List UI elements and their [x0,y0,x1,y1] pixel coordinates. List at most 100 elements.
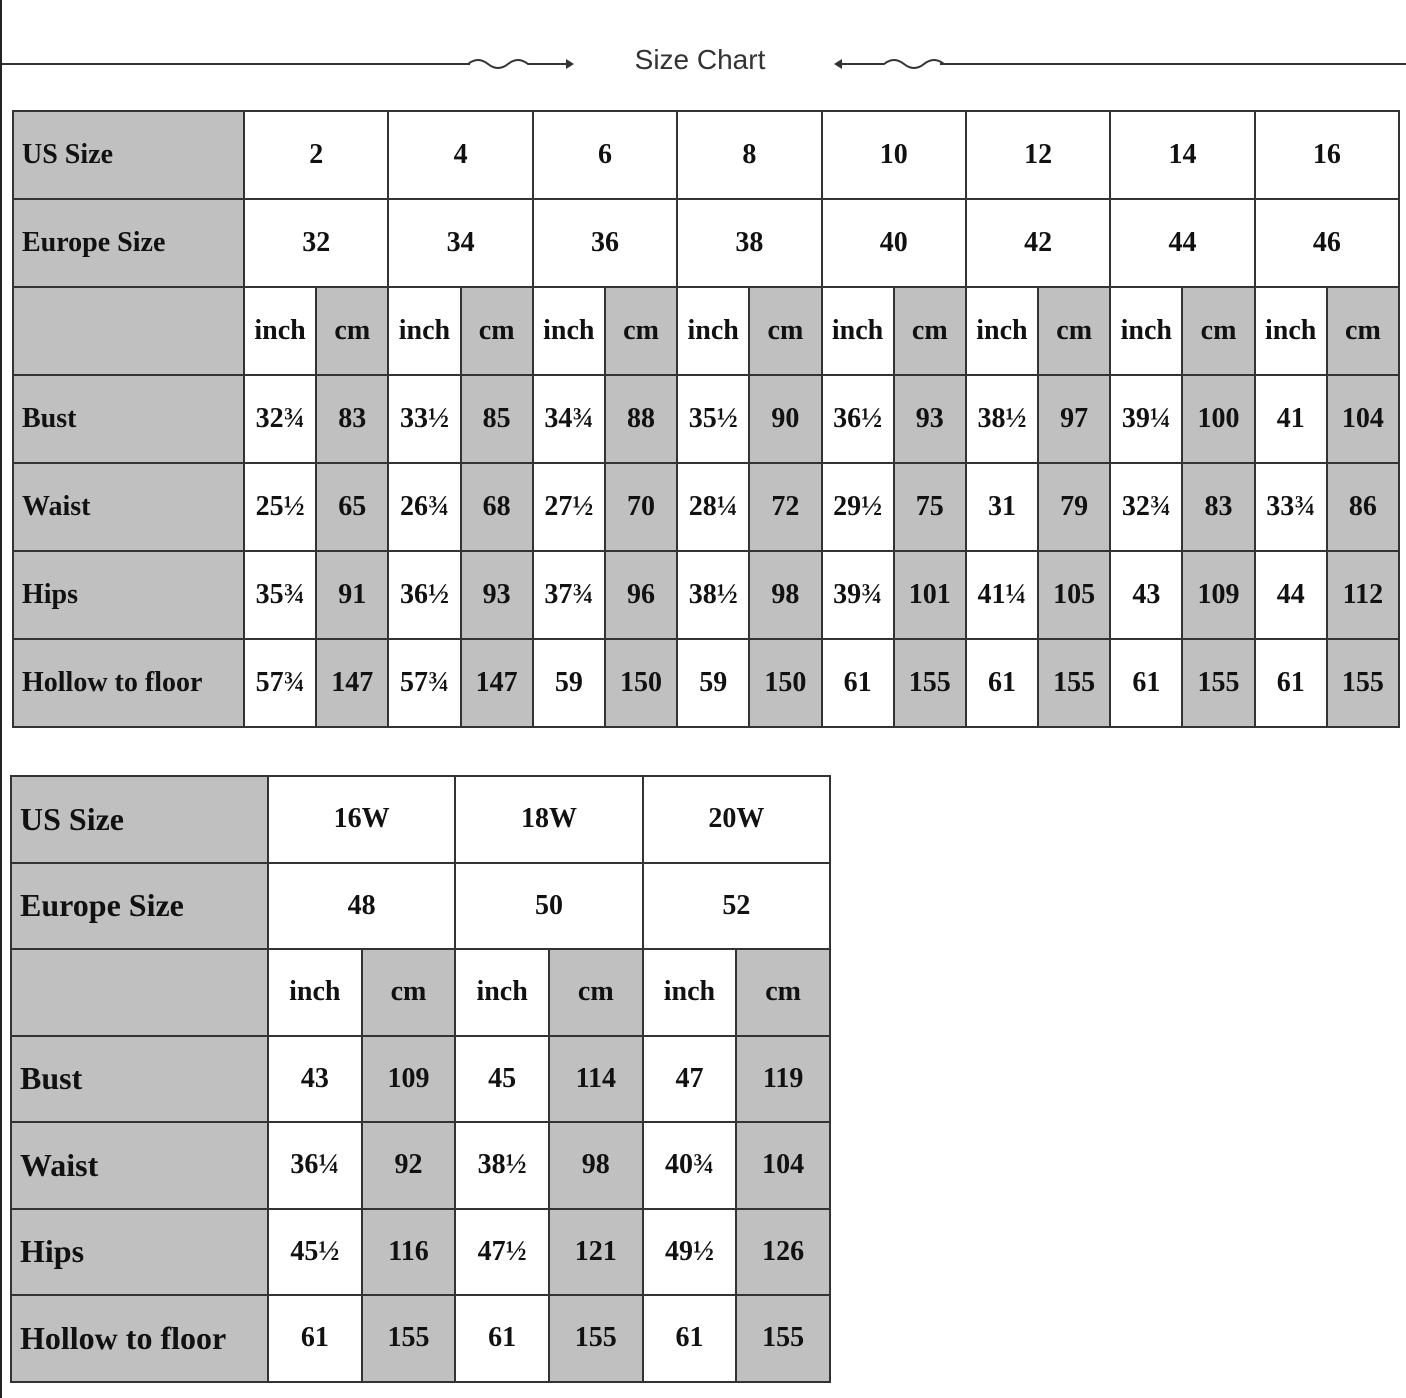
unit-inch-header: inch [267,948,363,1037]
cm-value: 101 [892,550,967,640]
unit-cm-header: cm [892,286,967,376]
cm-value: 100 [1181,374,1256,464]
cm-value: 93 [459,550,534,640]
unit-inch-header: inch [387,286,462,376]
unit-cm-header: cm [735,948,831,1037]
inch-value: 59 [676,638,751,728]
inch-value: 61 [641,1294,738,1383]
cm-value: 150 [748,638,823,728]
inch-value: 39¼ [1109,374,1184,464]
row-label-empty [12,286,245,376]
inch-value: 41¼ [964,550,1040,640]
cm-value: 121 [547,1207,644,1296]
unit-cm-header: cm [1037,286,1112,376]
measurement-row: Hips 35¾ 91 36½ 93 37¾ 96 38½ 98 39¾ 101 41¼ 105 43 10… [12,550,1401,640]
inch-value: 25½ [242,462,318,552]
us-size-cell: 12 [964,110,1112,200]
us-size-cell: 4 [387,110,534,200]
inch-value: 35½ [676,374,751,464]
inch-value: 43 [267,1034,363,1123]
inch-value: 41 [1253,374,1328,464]
europe-size-cell: 44 [1109,198,1256,288]
europe-size-cell: 34 [387,198,534,288]
inch-value: 38½ [964,374,1040,464]
cm-value: 109 [1181,550,1256,640]
inch-value: 26¾ [387,462,462,552]
us-size-cell: 8 [676,110,823,200]
inch-value: 59 [531,638,606,728]
row-label: Waist [12,462,245,552]
cm-value: 150 [603,638,679,728]
row-label: Hips [10,1207,269,1296]
row-label: Bust [10,1034,269,1123]
inch-value: 39¾ [820,550,895,640]
unit-inch-header: inch [820,286,895,376]
cm-value: 68 [459,462,534,552]
cm-value: 155 [1181,638,1256,728]
measurement-row: Hips 45½ 116 47½ 121 49½ 126 [10,1207,831,1296]
us-size-cell: 2 [242,110,390,200]
europe-size-cell: 40 [820,198,967,288]
unit-inch-header: inch [641,948,738,1037]
cm-value: 104 [1325,374,1401,464]
inch-value: 32¾ [1109,462,1184,552]
inch-value: 35¾ [242,550,318,640]
cm-value: 75 [892,462,967,552]
inch-value: 36½ [820,374,895,464]
us-size-cell: 14 [1109,110,1256,200]
europe-size-cell: 38 [676,198,823,288]
europe-size-cell: 46 [1253,198,1401,288]
unit-inch-header: inch [242,286,318,376]
cm-value: 147 [315,638,390,728]
row-label: Hollow to floor [12,638,245,728]
inch-value: 31 [964,462,1040,552]
us-size-cell: 6 [531,110,679,200]
inch-value: 47 [641,1034,738,1123]
inch-value: 40¾ [641,1121,738,1210]
cm-value: 114 [547,1034,644,1123]
inch-value: 33½ [387,374,462,464]
row-label: US Size [12,110,245,200]
cm-value: 116 [360,1207,457,1296]
left-border [0,0,2,1398]
row-label-empty [10,948,269,1037]
row-label: Europe Size [12,198,245,288]
us-size-cell: 18W [454,775,644,864]
cm-value: 98 [547,1121,644,1210]
cm-value: 90 [748,374,823,464]
measurement-row: Waist 36¼ 92 38½ 98 40¾ 104 [10,1121,831,1210]
cm-value: 88 [603,374,679,464]
unit-inch-header: inch [531,286,606,376]
us-size-cell: 16 [1253,110,1401,200]
unit-inch-header: inch [1109,286,1184,376]
cm-value: 93 [892,374,967,464]
inch-value: 61 [964,638,1040,728]
inch-value: 61 [1253,638,1328,728]
inch-value: 45 [454,1034,550,1123]
cm-value: 105 [1037,550,1112,640]
cm-value: 96 [603,550,679,640]
inch-value: 34¾ [531,374,606,464]
inch-value: 61 [454,1294,550,1383]
inch-value: 57¾ [242,638,318,728]
europe-size-cell: 42 [964,198,1112,288]
arrow-right-icon [468,59,574,69]
cm-value: 155 [735,1294,831,1383]
unit-inch-header: inch [964,286,1040,376]
page-title: Size Chart [634,44,766,75]
inch-value: 49½ [641,1207,738,1296]
cm-value: 86 [1325,462,1401,552]
unit-cm-header: cm [315,286,390,376]
cm-value: 112 [1325,550,1401,640]
europe-size-cell: 48 [266,861,457,950]
inch-value: 61 [820,638,895,728]
unit-cm-header: cm [360,948,457,1037]
inch-value: 27½ [531,462,606,552]
europe-size-cell: 50 [454,861,644,950]
europe-size-cell: 36 [531,198,679,288]
us-size-row: US Size 16W 18W 20W [10,775,832,864]
inch-value: 32¾ [242,374,318,464]
inch-value: 44 [1253,550,1328,640]
unit-cm-header: cm [1325,286,1401,376]
measurement-row: Bust 43 109 45 114 47 119 [10,1034,831,1123]
